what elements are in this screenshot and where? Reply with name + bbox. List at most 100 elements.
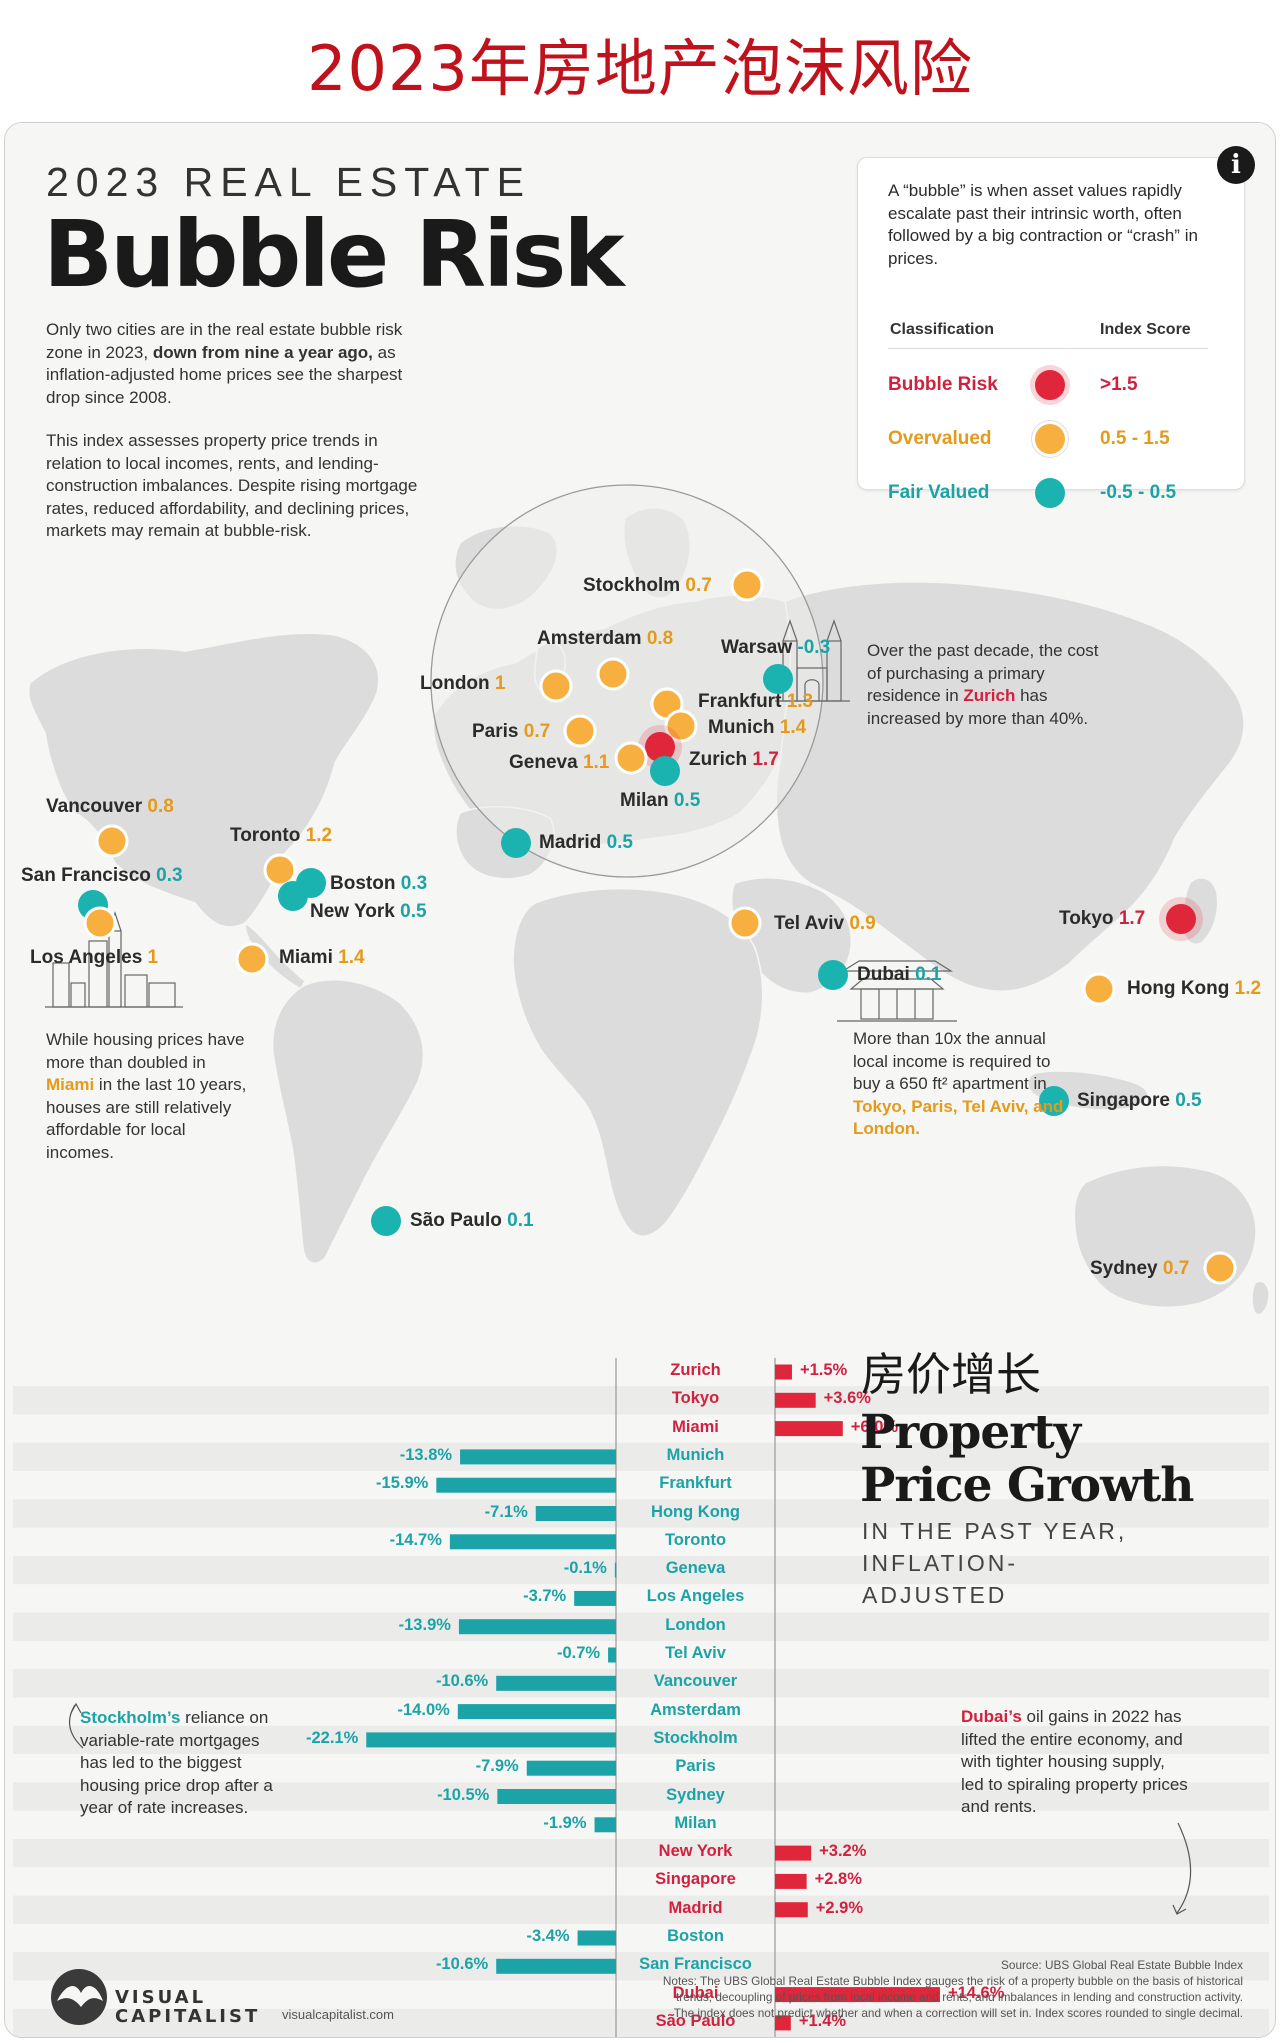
bar-tel-aviv[interactable] <box>608 1647 616 1663</box>
bar-toronto[interactable] <box>449 1534 616 1550</box>
city-name: Dubai <box>857 964 910 985</box>
bar-singapore[interactable] <box>775 1873 807 1889</box>
city-score: 0.7 <box>1162 1258 1190 1279</box>
bar-sydney[interactable] <box>497 1789 616 1804</box>
bar-value-miami: +6.0% <box>850 1417 899 1436</box>
legend-score-bubble: >1.5 <box>1100 374 1138 395</box>
legend-card: A “bubble” is when asset values rapidly … <box>857 157 1245 508</box>
city-dot-miami[interactable] <box>235 942 269 976</box>
australia-shape <box>1073 1164 1257 1309</box>
city-dot-los-angeles[interactable] <box>83 906 117 940</box>
bar-dubai[interactable] <box>775 1987 940 2003</box>
city-dot-toronto[interactable] <box>263 853 297 887</box>
city-score: 0.5 <box>606 832 633 853</box>
footer-url[interactable]: visualcapitalist.com <box>282 2007 394 2022</box>
bar-category-sydney: Sydney <box>666 1785 725 1804</box>
bar-madrid[interactable] <box>775 1902 808 1918</box>
city-name: Sydney <box>1090 1258 1158 1279</box>
bar-value-zurich: +1.5% <box>799 1361 848 1379</box>
city-name: London <box>420 673 490 694</box>
brand-name: VISUAL CAPITALIST <box>115 1987 261 2027</box>
bar-frankfurt[interactable] <box>436 1477 616 1493</box>
bar-value-munich: -13.8% <box>399 1445 453 1464</box>
bar-value-tel-aviv: -0.7% <box>556 1644 601 1662</box>
legend-dot-overvalued <box>1035 424 1065 454</box>
city-label-dubai: Dubai 0.1 <box>857 964 941 986</box>
row-stripe <box>13 1725 1269 1755</box>
legend-header-score: Index Score <box>1100 321 1191 338</box>
bar-vancouver[interactable] <box>496 1675 616 1691</box>
city-label-new-york: New York 0.5 <box>310 901 427 923</box>
city-name: Paris <box>472 721 519 742</box>
city-score: 1.7 <box>752 749 779 770</box>
city-dot-dubai[interactable] <box>818 960 848 990</box>
city-dot-amsterdam[interactable] <box>596 657 630 691</box>
city-name: New York <box>310 901 395 922</box>
city-dot-warsaw[interactable] <box>763 664 793 694</box>
city-dot-geneva[interactable] <box>614 741 648 775</box>
city-label-vancouver: Vancouver 0.8 <box>46 796 174 818</box>
city-dot-london[interactable] <box>539 669 573 703</box>
city-dot-vancouver[interactable] <box>95 824 129 858</box>
city-dot-new-york[interactable] <box>278 881 308 911</box>
city-dot-singapore[interactable] <box>1039 1086 1069 1116</box>
bar-s-o-paulo[interactable] <box>775 2015 791 2031</box>
bar-amsterdam[interactable] <box>457 1704 616 1720</box>
bar-san-francisco[interactable] <box>496 1958 616 1974</box>
bar-value-sydney: -10.5% <box>437 1785 490 1804</box>
bar-category-hong-kong: Hong Kong <box>651 1502 740 1521</box>
row-stripe <box>13 1612 1269 1641</box>
bar-stockholm[interactable] <box>366 1732 616 1748</box>
city-name: San Francisco <box>21 865 151 886</box>
infographic-card: 2023 REAL ESTATE Bubble Risk Only two ci… <box>4 122 1276 2038</box>
page-title: 2023年房地产泡沫风险 <box>307 32 973 105</box>
bar-tokyo[interactable] <box>775 1392 816 1408</box>
intro-paragraph-1: Only two cities are in the real estate b… <box>46 320 403 407</box>
bar-miami[interactable] <box>775 1421 843 1437</box>
city-name: Madrid <box>539 832 602 853</box>
city-dot-s-o-paulo[interactable] <box>371 1206 401 1236</box>
bar-milan[interactable] <box>594 1817 616 1833</box>
bar-category-toronto: Toronto <box>664 1530 727 1549</box>
city-name: Miami <box>279 947 333 968</box>
bar-new-york[interactable] <box>775 1845 812 1861</box>
city-name: Munich <box>708 717 775 738</box>
city-score: 0.5 <box>1175 1090 1202 1111</box>
bar-value-boston: -3.4% <box>526 1927 570 1945</box>
bar-category-boston: Boston <box>667 1927 724 1945</box>
city-dot-munich[interactable] <box>664 709 698 743</box>
bar-category-zurich: Zurich <box>670 1361 721 1379</box>
city-dot-paris[interactable] <box>563 714 597 748</box>
row-stripe <box>13 1386 1269 1415</box>
city-dot-tel-aviv[interactable] <box>728 906 762 940</box>
bar-los-angeles[interactable] <box>574 1590 616 1606</box>
city-dot-hong-kong[interactable] <box>1082 972 1116 1006</box>
city-dot-sydney[interactable] <box>1203 1251 1237 1285</box>
city-label-stockholm: Stockholm 0.7 <box>583 575 712 597</box>
bar-london[interactable] <box>458 1619 616 1635</box>
bar-hong-kong[interactable] <box>535 1506 616 1521</box>
city-label-toronto: Toronto 1.2 <box>230 825 332 847</box>
miami-note: While housing prices have more than doub… <box>46 1030 247 1162</box>
city-label-zurich: Zurich 1.7 <box>689 749 779 771</box>
city-dot-madrid[interactable] <box>501 828 531 858</box>
bar-munich[interactable] <box>460 1449 616 1465</box>
legend-dot-fair <box>1035 478 1065 508</box>
city-dot-zurich[interactable] <box>645 732 675 762</box>
bar-category-london: London <box>665 1615 726 1634</box>
bar-zurich[interactable] <box>775 1364 792 1380</box>
footer-source: Source: UBS Global Real Estate Bubble In… <box>1001 1958 1243 1972</box>
city-name: Zurich <box>689 749 748 770</box>
city-dot-tokyo[interactable] <box>1166 904 1196 934</box>
info-icon[interactable]: i <box>1217 146 1255 184</box>
city-dot-milan[interactable] <box>650 756 680 786</box>
bar-paris[interactable] <box>526 1760 616 1776</box>
africa-shape <box>512 887 764 1237</box>
city-dot-stockholm[interactable] <box>730 568 764 602</box>
bar-value-toronto: -14.7% <box>389 1530 442 1549</box>
city-score: 0.3 <box>400 873 428 894</box>
bar-boston[interactable] <box>577 1930 616 1946</box>
bar-geneva[interactable] <box>614 1562 617 1578</box>
city-label-madrid: Madrid 0.5 <box>539 832 633 854</box>
city-label-paris: Paris 0.7 <box>472 721 550 743</box>
